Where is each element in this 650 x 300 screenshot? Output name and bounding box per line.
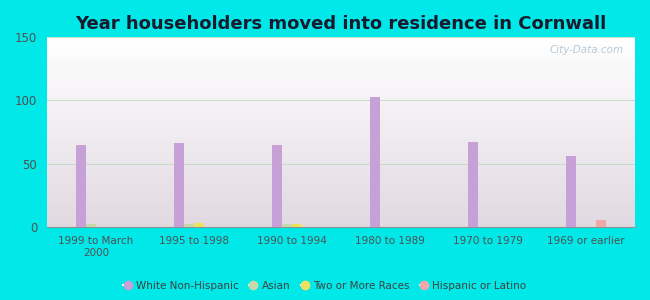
Bar [370,97,380,227]
Bar [47,122,635,125]
Bar [47,106,635,108]
Bar [47,201,635,203]
Bar [47,142,635,144]
Bar [47,139,635,142]
Bar [47,63,635,66]
Bar [47,87,635,89]
Bar [47,40,635,42]
Bar [47,196,635,198]
Bar [47,118,635,120]
Title: Year householders moved into residence in Cornwall: Year householders moved into residence i… [75,15,606,33]
Bar [47,97,635,99]
Bar [47,66,635,68]
Bar [47,75,635,78]
Bar [47,47,635,49]
Bar [47,94,635,97]
Bar [47,68,635,70]
Bar [47,37,635,40]
Bar [47,42,635,44]
Bar [47,120,635,122]
Bar [47,78,635,80]
Bar [272,145,282,227]
Bar [566,156,576,227]
Bar [47,158,635,160]
Bar [47,184,635,186]
Legend: White Non-Hispanic, Asian, Two or More Races, Hispanic or Latino: White Non-Hispanic, Asian, Two or More R… [119,277,531,295]
Bar [47,217,635,220]
Bar [47,144,635,146]
Bar [47,61,635,63]
Bar [282,224,292,227]
Bar [469,142,478,227]
Bar [47,163,635,165]
Bar [47,212,635,215]
Bar [47,111,635,113]
Bar [47,44,635,47]
Bar [47,167,635,170]
Bar [47,103,635,106]
Bar [47,210,635,212]
Bar [194,223,204,227]
Bar [47,89,635,92]
Bar [596,220,606,227]
Bar [47,137,635,139]
Bar [47,52,635,54]
Bar [47,58,635,61]
Bar [47,160,635,163]
Bar [47,198,635,201]
Bar [47,208,635,210]
Bar [47,113,635,116]
Bar [86,224,96,227]
Bar [47,151,635,153]
Bar [47,172,635,175]
Bar [47,73,635,75]
Bar [292,224,302,227]
Bar [47,127,635,130]
Bar [47,179,635,182]
Bar [47,70,635,73]
Bar [47,80,635,82]
Bar [47,125,635,127]
Bar [47,194,635,196]
Bar [47,92,635,94]
Bar [47,220,635,222]
Bar [47,165,635,167]
Text: City-Data.com: City-Data.com [549,45,623,55]
Bar [47,186,635,189]
Bar [47,222,635,224]
Bar [47,215,635,217]
Bar [47,56,635,58]
Bar [47,153,635,156]
Bar [47,134,635,137]
Bar [47,132,635,134]
Bar [47,175,635,177]
Bar [47,203,635,206]
Bar [47,224,635,227]
Bar [47,99,635,101]
Bar [174,143,184,227]
Bar [47,189,635,191]
Bar [47,49,635,52]
Bar [47,108,635,111]
Bar [47,177,635,179]
Bar [76,145,86,227]
Bar [47,101,635,104]
Bar [47,146,635,148]
Bar [47,54,635,56]
Bar [47,182,635,184]
Bar [47,130,635,132]
Bar [47,170,635,172]
Bar [47,191,635,194]
Bar [47,116,635,118]
Bar [47,82,635,85]
Bar [184,224,194,227]
Bar [47,85,635,87]
Bar [47,206,635,208]
Bar [47,148,635,151]
Bar [47,156,635,158]
